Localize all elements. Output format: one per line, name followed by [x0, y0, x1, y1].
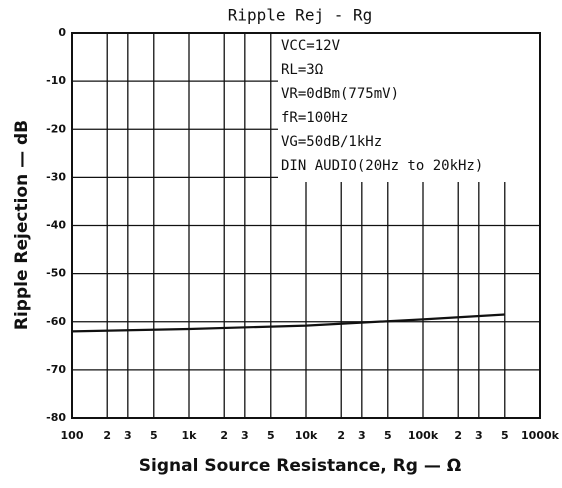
- x-tick-label: 100: [61, 429, 84, 442]
- annotation: RL=3Ω: [281, 62, 323, 78]
- x-tick-label: 5: [150, 429, 158, 442]
- y-tick-label: -60: [46, 315, 66, 328]
- annotation: VG=50dB/1kHz: [281, 134, 382, 150]
- annotation: VCC=12V: [281, 38, 341, 54]
- y-tick-label: 0: [58, 26, 66, 39]
- annotation: VR=0dBm(775mV): [281, 86, 399, 102]
- x-tick-label: 3: [124, 429, 132, 442]
- x-tick-label: 10k: [295, 429, 318, 442]
- y-tick-label: -80: [46, 411, 66, 424]
- x-axis-label: Signal Source Resistance, Rg — Ω: [139, 456, 461, 476]
- x-tick-label: 3: [241, 429, 249, 442]
- y-tick-label: -50: [46, 267, 66, 280]
- x-tick-label: 2: [103, 429, 111, 442]
- grid: [71, 32, 541, 419]
- annotation-box: [278, 34, 539, 182]
- y-tick-label: -70: [46, 363, 66, 376]
- y-tick-label: -20: [46, 122, 66, 135]
- x-tick-label: 2: [454, 429, 462, 442]
- line: [71, 313, 505, 333]
- x-tick-label: 3: [358, 429, 366, 442]
- y-tick-label: -10: [46, 74, 66, 87]
- chart-title: Ripple Rej - Rg: [228, 6, 373, 25]
- x-tick-label: 5: [501, 429, 509, 442]
- y-axis-label: Ripple Rejection — dB: [12, 120, 32, 330]
- annotation: DIN AUDIO(20Hz to 20kHz): [281, 158, 483, 174]
- x-tick-label: 3: [475, 429, 483, 442]
- x-tick-label: 1k: [182, 429, 198, 442]
- x-tick-label: 1000k: [521, 429, 560, 442]
- x-tick-label: 100k: [408, 429, 439, 442]
- annotation: fR=100Hz: [281, 110, 348, 126]
- plot-frame: [71, 32, 541, 419]
- x-tick-label: 5: [384, 429, 392, 442]
- x-tick-label: 5: [267, 429, 275, 442]
- x-tick-label: 2: [220, 429, 228, 442]
- y-tick-label: -30: [46, 170, 66, 183]
- x-tick-label: 2: [337, 429, 345, 442]
- y-tick-label: -40: [46, 219, 66, 232]
